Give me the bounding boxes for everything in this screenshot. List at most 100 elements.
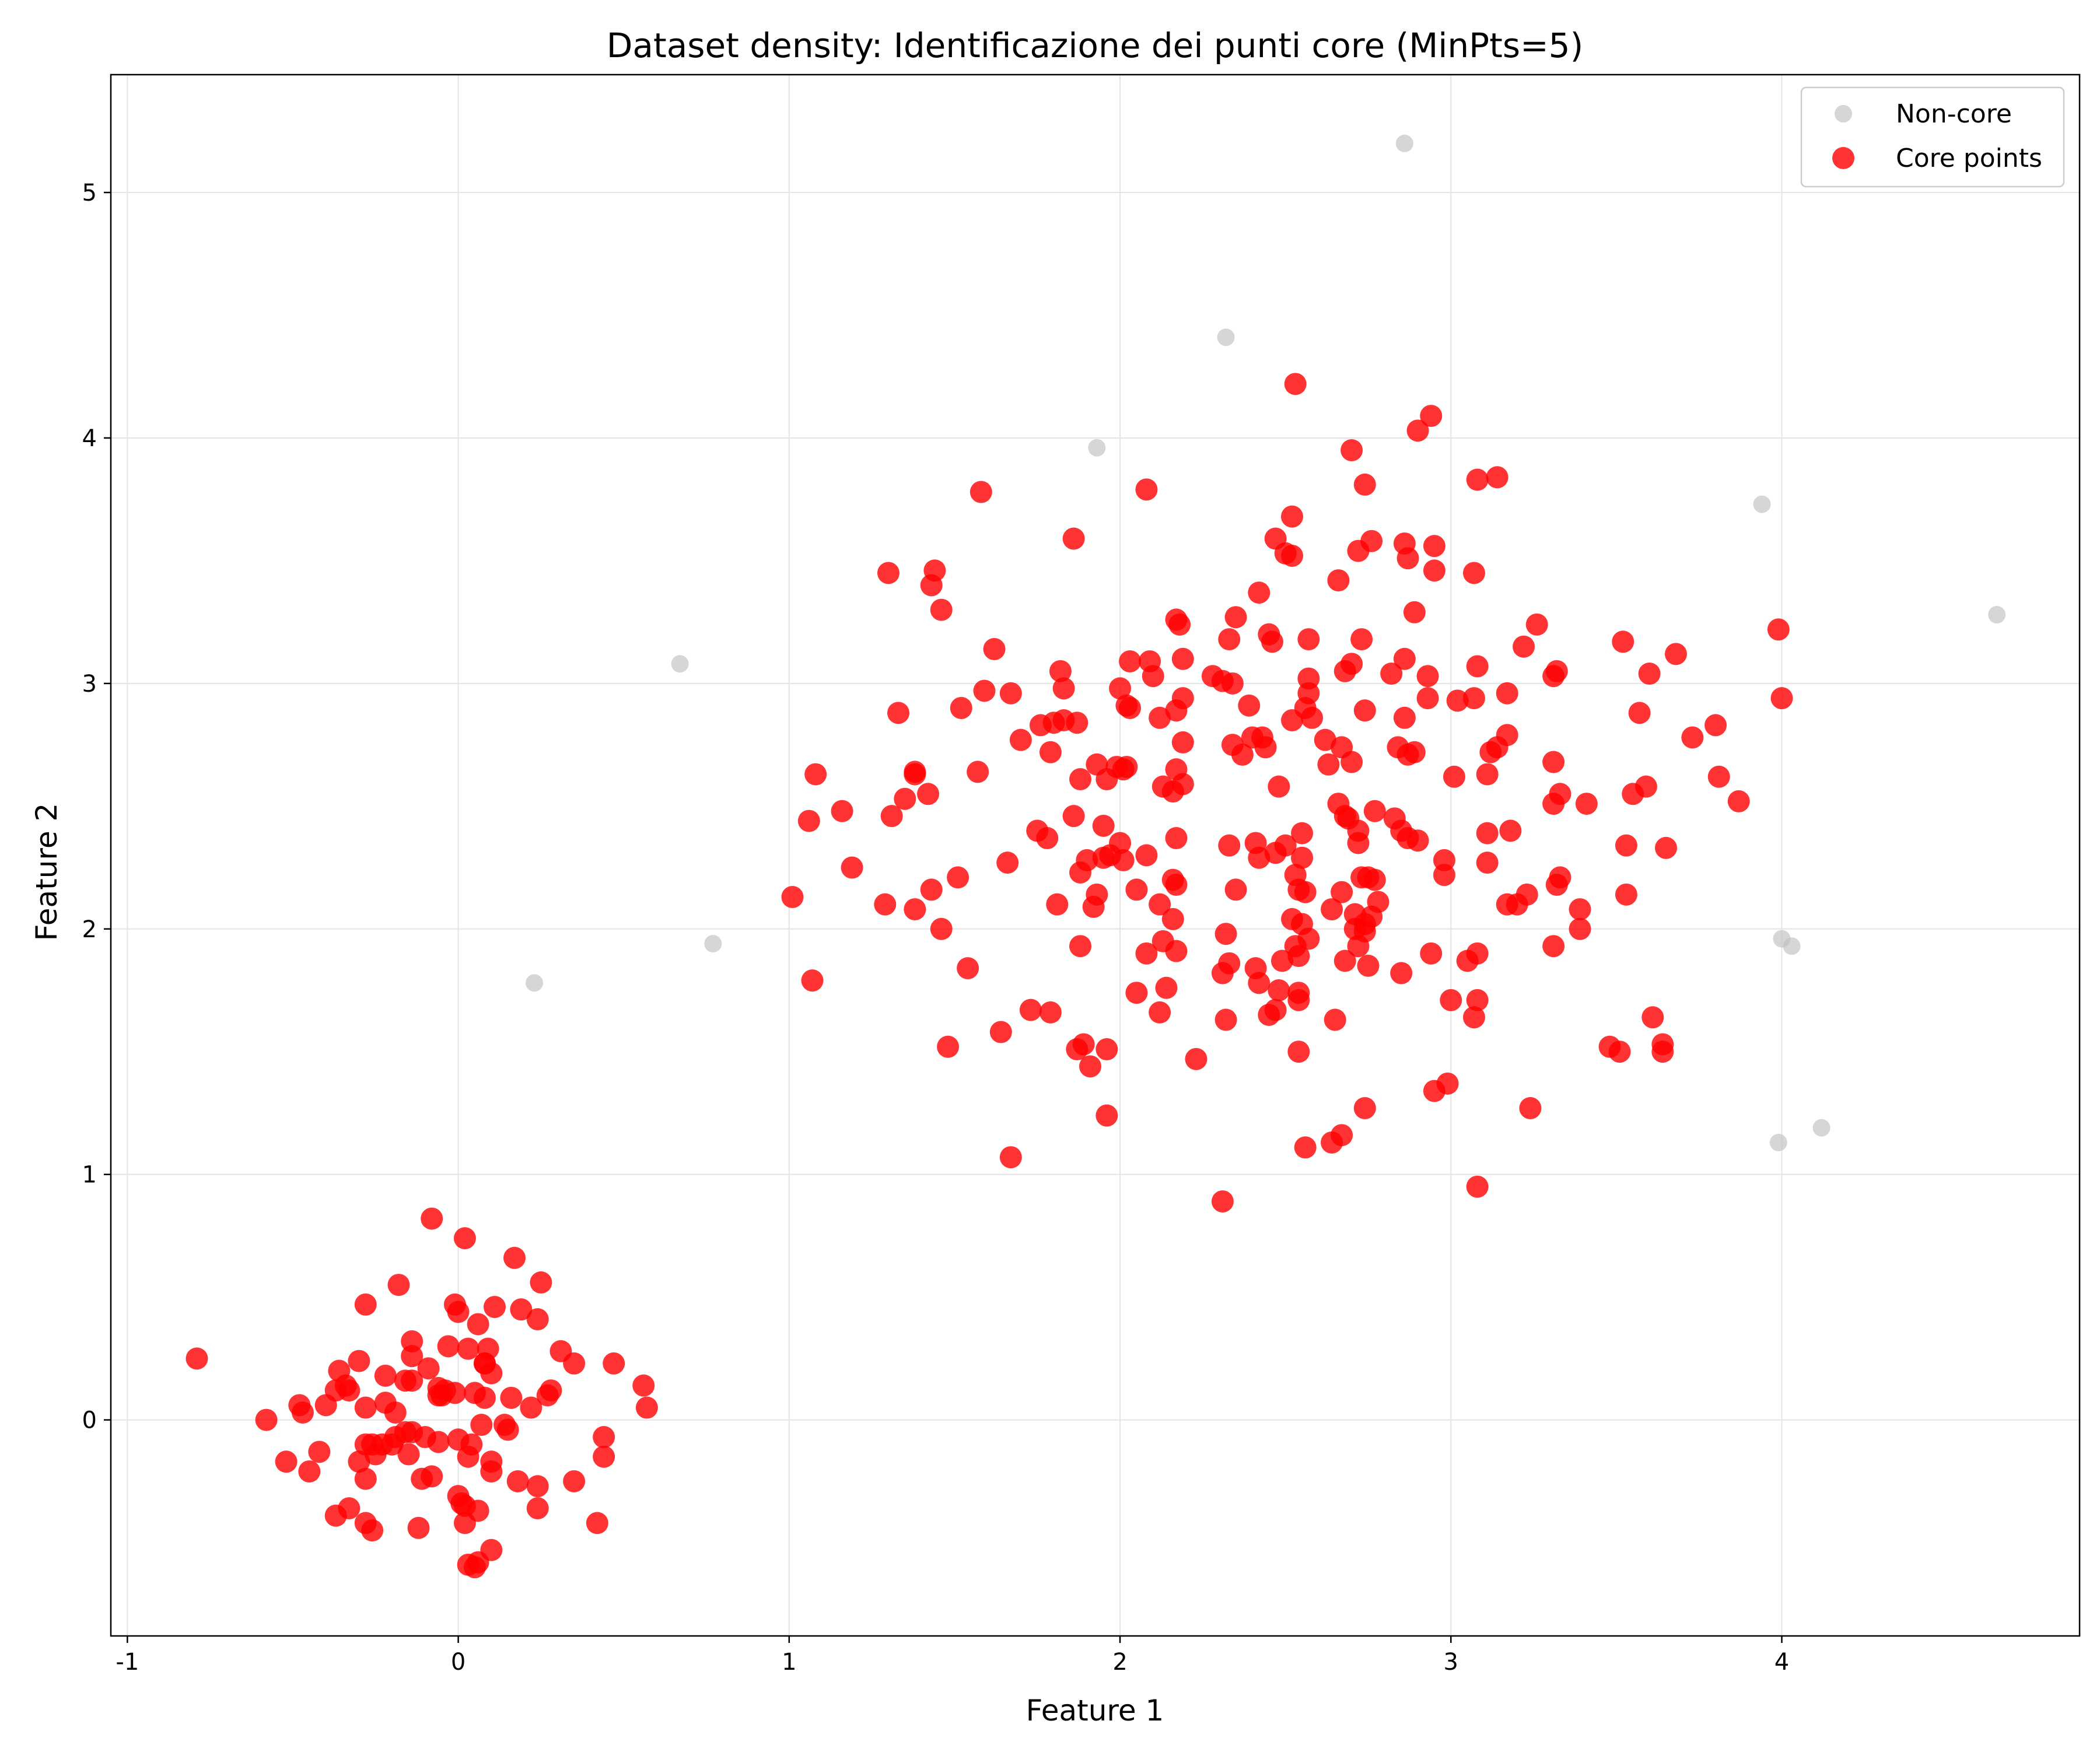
core-point <box>1476 852 1499 874</box>
core-point <box>1211 962 1234 984</box>
core-point <box>1214 1008 1237 1031</box>
core-point <box>1096 1038 1118 1061</box>
core-point <box>480 1460 503 1483</box>
core-point <box>1569 898 1591 921</box>
core-point <box>967 761 989 783</box>
core-point <box>1294 881 1317 903</box>
core-point <box>1496 724 1518 747</box>
core-point <box>348 1450 370 1473</box>
core-point <box>1406 829 1429 852</box>
core-point <box>1069 768 1091 791</box>
core-point <box>1542 935 1565 958</box>
core-point <box>1218 834 1241 857</box>
core-point <box>593 1445 615 1468</box>
core-point <box>1036 827 1059 850</box>
core-point <box>1264 998 1287 1021</box>
core-point <box>1142 665 1164 688</box>
non-core-point <box>1753 495 1771 513</box>
x-tick-label: 4 <box>1774 1649 1789 1676</box>
core-point <box>1165 874 1188 896</box>
core-point <box>1149 1001 1171 1024</box>
core-point <box>1161 907 1184 930</box>
core-point <box>1357 954 1380 977</box>
core-point <box>1615 883 1637 906</box>
core-point <box>255 1408 278 1431</box>
core-point <box>437 1335 460 1358</box>
core-point <box>1347 832 1370 854</box>
core-point <box>973 679 996 702</box>
core-point <box>1516 883 1538 906</box>
core-point <box>1615 834 1637 857</box>
y-tick-label: 2 <box>82 916 97 943</box>
core-point <box>1268 775 1290 798</box>
core-point <box>1651 1040 1674 1063</box>
core-point <box>1436 1072 1459 1095</box>
core-point <box>957 957 979 980</box>
series-core-points <box>186 373 1793 1579</box>
core-point <box>314 1394 337 1417</box>
core-point <box>1062 805 1085 828</box>
core-point <box>1575 793 1598 815</box>
core-point <box>1654 836 1677 859</box>
core-point <box>1291 846 1314 869</box>
core-point <box>417 1357 440 1380</box>
core-point <box>1363 800 1386 822</box>
core-point <box>1403 741 1426 763</box>
core-point <box>1628 702 1651 724</box>
core-point <box>1545 660 1568 682</box>
core-point <box>463 1556 486 1579</box>
core-point <box>947 866 970 889</box>
core-point <box>1608 1040 1631 1063</box>
plot-frame <box>110 73 2081 1637</box>
core-point <box>1301 706 1324 729</box>
core-point <box>983 637 1006 660</box>
core-point <box>920 574 943 597</box>
core-point <box>1612 630 1634 653</box>
core-point <box>841 856 863 879</box>
core-point <box>1274 834 1297 857</box>
core-point <box>483 1295 506 1318</box>
core-point <box>1462 687 1485 710</box>
x-axis-label: Feature 1 <box>1026 1694 1164 1728</box>
series-non-core <box>526 134 2006 1151</box>
core-point <box>1433 864 1455 886</box>
core-point <box>874 893 897 916</box>
core-point <box>348 1350 370 1372</box>
core-point <box>1049 660 1072 682</box>
core-point <box>804 763 827 786</box>
core-point <box>298 1460 321 1483</box>
core-point <box>457 1445 480 1468</box>
core-point <box>1499 819 1522 842</box>
core-point <box>1135 844 1158 867</box>
core-point <box>1727 790 1750 812</box>
core-point <box>563 1352 586 1375</box>
core-point <box>275 1450 298 1473</box>
core-point <box>1224 878 1247 901</box>
core-point <box>1046 893 1069 916</box>
core-point <box>917 783 940 805</box>
core-point <box>1406 419 1429 442</box>
legend-label-core-points: Core points <box>1896 143 2042 173</box>
core-point <box>530 1271 552 1294</box>
legend-box <box>1800 86 2065 188</box>
core-point <box>930 917 953 940</box>
core-point <box>1420 942 1443 965</box>
core-point <box>1287 1040 1310 1063</box>
non-core-point <box>1812 1119 1831 1137</box>
core-point <box>1062 527 1085 550</box>
legend-label-non-core: Non-core <box>1896 99 2012 129</box>
core-point <box>1363 868 1386 891</box>
core-point <box>1281 544 1303 567</box>
core-point <box>354 1396 377 1419</box>
core-point <box>1393 647 1416 670</box>
core-point <box>354 1293 377 1316</box>
core-point <box>1254 736 1277 759</box>
core-point <box>447 1301 470 1323</box>
core-point <box>1446 689 1469 712</box>
core-point <box>1334 949 1356 972</box>
core-point <box>421 1465 443 1488</box>
y-tick-label: 1 <box>82 1162 97 1189</box>
core-point <box>1125 982 1148 1004</box>
x-axis: -1 0 1 2 3 4 <box>116 1636 1789 1676</box>
